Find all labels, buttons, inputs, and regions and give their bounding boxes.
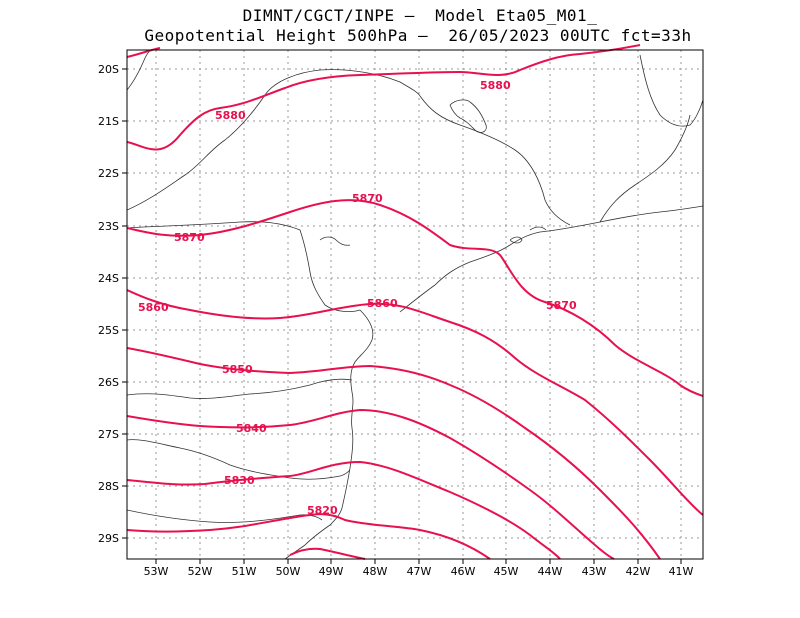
contour-label-5870-c: 5870 — [546, 299, 577, 312]
lon-label-51W: 51W — [232, 565, 257, 578]
axis-ticks — [122, 68, 682, 564]
contour-labels: 5880 5880 5870 5870 5870 5860 5860 5850 … — [138, 79, 577, 517]
state-border-mg-es — [639, 54, 704, 127]
lat-label-29S: 29S — [98, 532, 119, 545]
contour-line-5820-main — [126, 513, 491, 560]
lon-label-46W: 46W — [451, 565, 476, 578]
contour-line-5870-main — [126, 199, 704, 397]
map-title-line1: DIMNT/CGCT/INPE – Model Eta05_M01_ — [242, 6, 598, 25]
lon-label-50W: 50W — [276, 565, 301, 578]
contour-line-5860-main — [126, 289, 704, 516]
contour-line-5850-main — [126, 347, 661, 560]
lat-label-28S: 28S — [98, 480, 119, 493]
lon-label-48W: 48W — [363, 565, 388, 578]
coastline-sp-rj — [399, 205, 704, 313]
contour-label-5860-b: 5860 — [367, 297, 398, 310]
contour-label-5830: 5830 — [224, 474, 255, 487]
contour-line-5840-main — [126, 408, 615, 560]
lat-label-24S: 24S — [98, 272, 119, 285]
contour-line-5880-top — [126, 47, 161, 58]
contour-label-5880-b: 5880 — [215, 109, 246, 122]
coastline-pr-sc — [329, 309, 374, 526]
lat-label-23S: 23S — [98, 220, 119, 233]
lon-label-44W: 44W — [538, 565, 563, 578]
contour-label-5860-a: 5860 — [138, 301, 169, 314]
lon-label-49W: 49W — [319, 565, 344, 578]
lake-billings — [319, 236, 351, 246]
border-sc-rs — [126, 439, 351, 480]
map-title-line2: Geopotential Height 500hPa – 26/05/2023 … — [144, 26, 692, 45]
contour-label-5870-a: 5870 — [352, 192, 383, 205]
graticule — [127, 50, 703, 559]
contour-line-5830-main — [126, 460, 561, 560]
map-frame — [126, 49, 704, 560]
contour-label-5880-a: 5880 — [480, 79, 511, 92]
border-rs-uy — [126, 509, 323, 523]
contour-label-5850: 5850 — [222, 363, 253, 376]
lon-label-43W: 43W — [582, 565, 607, 578]
lat-label-22S: 22S — [98, 167, 119, 180]
state-border-mg-sp-east — [419, 95, 571, 226]
border-pr-sc — [126, 378, 353, 399]
lon-label-53W: 53W — [144, 565, 169, 578]
contour-label-5820: 5820 — [307, 504, 338, 517]
lake-furnas — [449, 99, 487, 133]
state-border-rj — [599, 114, 691, 223]
state-border-sp-pr — [126, 221, 361, 312]
lat-label-25S: 25S — [98, 324, 119, 337]
lat-label-20S: 20S — [98, 63, 119, 76]
state-border-mg-sp — [126, 69, 421, 211]
lon-label-47W: 47W — [407, 565, 432, 578]
lon-labels: 53W 52W 51W 50W 49W 48W 47W 46W 45W 44W … — [144, 565, 694, 578]
island-sao-sebastiao — [509, 236, 523, 244]
contour-label-5870-b: 5870 — [174, 231, 205, 244]
lat-labels: 20S 21S 22S 23S 24S 25S 26S 27S 28S 29S — [98, 63, 119, 545]
contour-line-5810-fragment — [289, 547, 366, 560]
lat-label-27S: 27S — [98, 428, 119, 441]
lon-label-45W: 45W — [494, 565, 519, 578]
contour-label-5840: 5840 — [236, 422, 267, 435]
lat-label-21S: 21S — [98, 115, 119, 128]
lon-label-42W: 42W — [626, 565, 651, 578]
lon-label-41W: 41W — [669, 565, 694, 578]
lon-label-52W: 52W — [188, 565, 213, 578]
contour-line-5880-main — [126, 44, 641, 151]
lat-label-26S: 26S — [98, 376, 119, 389]
coast-ilha-grande — [529, 226, 547, 231]
geopotential-contours — [126, 44, 704, 560]
